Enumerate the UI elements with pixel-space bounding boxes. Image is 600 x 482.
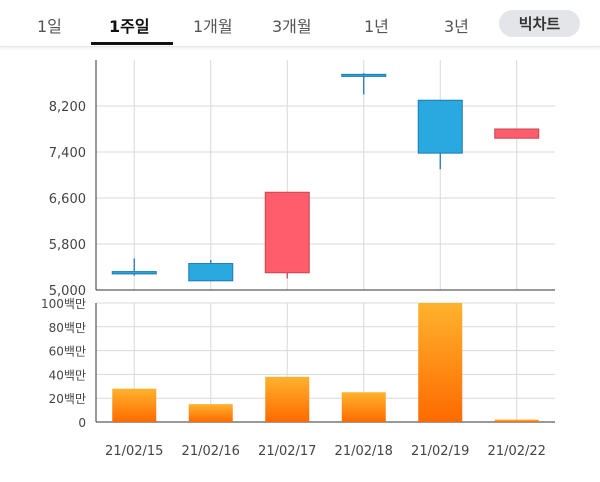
candle-body (188, 263, 234, 282)
date-tick-label: 21/02/22 (488, 444, 546, 459)
tab-1-week[interactable]: 1주일 (109, 17, 150, 36)
price-tick-label: 5,000 (49, 284, 86, 299)
price-tick-label: 7,400 (49, 146, 86, 161)
volume-tick-label: 40백만 (49, 368, 86, 382)
active-tab-indicator (91, 42, 173, 45)
big-chart-toggle[interactable]: 빅차트 (499, 10, 580, 37)
tab-1-month[interactable]: 1개월 (193, 17, 233, 36)
price-tick-label: 6,600 (49, 192, 86, 207)
candle-body (494, 128, 540, 139)
date-tick-label: 21/02/19 (411, 444, 469, 459)
date-tick-label: 21/02/16 (182, 444, 240, 459)
volume-bar (418, 303, 463, 422)
date-tick-label: 21/02/18 (335, 444, 393, 459)
volume-bar (188, 404, 233, 422)
volume-bar (494, 419, 539, 422)
volume-tick-label: 60백만 (49, 345, 86, 359)
volume-tick-label: 0 (78, 416, 86, 430)
tab-1-year[interactable]: 1년 (364, 17, 389, 36)
date-tick-label: 21/02/17 (258, 444, 316, 459)
volume-tick-label: 100백만 (41, 297, 86, 311)
tab-3-years[interactable]: 3년 (444, 17, 469, 36)
candle-body (111, 271, 157, 275)
price-tick-label: 8,200 (49, 100, 86, 115)
volume-bar (112, 388, 157, 422)
date-tick-label: 21/02/15 (105, 444, 163, 459)
price-tick-label: 5,800 (49, 238, 86, 253)
candle-body (341, 73, 387, 77)
tab-1-day[interactable]: 1일 (37, 17, 62, 36)
candle-body (417, 99, 463, 154)
period-tab-bar: 1일 1주일 1개월 3개월 1년 3년 빅차트 (0, 0, 600, 47)
volume-tick-label: 80백만 (49, 321, 86, 335)
tab-3-months[interactable]: 3개월 (272, 17, 312, 36)
volume-bar (341, 392, 386, 422)
volume-tick-label: 20백만 (49, 392, 86, 406)
volume-bar (265, 376, 310, 422)
candle-body (264, 191, 310, 274)
